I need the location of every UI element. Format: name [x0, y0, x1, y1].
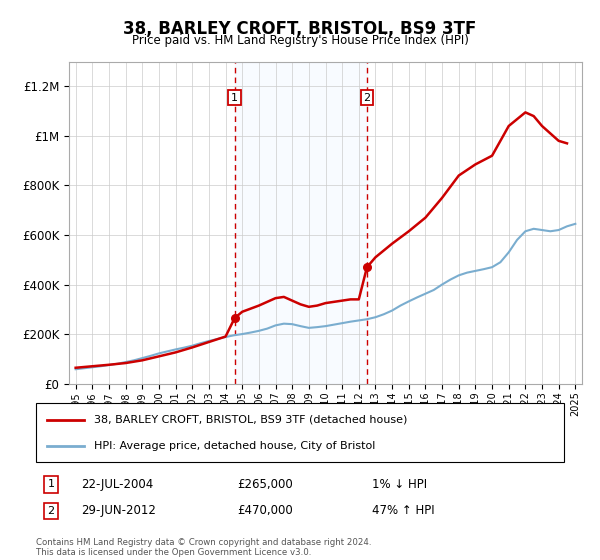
Text: Price paid vs. HM Land Registry's House Price Index (HPI): Price paid vs. HM Land Registry's House … — [131, 34, 469, 46]
Text: £265,000: £265,000 — [237, 478, 293, 491]
Text: HPI: Average price, detached house, City of Bristol: HPI: Average price, detached house, City… — [94, 441, 376, 451]
Text: 38, BARLEY CROFT, BRISTOL, BS9 3TF (detached house): 38, BARLEY CROFT, BRISTOL, BS9 3TF (deta… — [94, 414, 407, 424]
Text: 1: 1 — [47, 479, 55, 489]
Text: 29-JUN-2012: 29-JUN-2012 — [81, 504, 156, 517]
Text: 47% ↑ HPI: 47% ↑ HPI — [372, 504, 434, 517]
Text: Contains HM Land Registry data © Crown copyright and database right 2024.
This d: Contains HM Land Registry data © Crown c… — [36, 538, 371, 557]
Text: 1: 1 — [231, 92, 238, 102]
Text: 1% ↓ HPI: 1% ↓ HPI — [372, 478, 427, 491]
Bar — [235, 62, 367, 384]
Text: 2: 2 — [364, 92, 371, 102]
Text: 38, BARLEY CROFT, BRISTOL, BS9 3TF: 38, BARLEY CROFT, BRISTOL, BS9 3TF — [124, 20, 476, 38]
Text: 22-JUL-2004: 22-JUL-2004 — [81, 478, 153, 491]
FancyBboxPatch shape — [36, 403, 564, 462]
Text: 2: 2 — [47, 506, 55, 516]
Text: £470,000: £470,000 — [237, 504, 293, 517]
